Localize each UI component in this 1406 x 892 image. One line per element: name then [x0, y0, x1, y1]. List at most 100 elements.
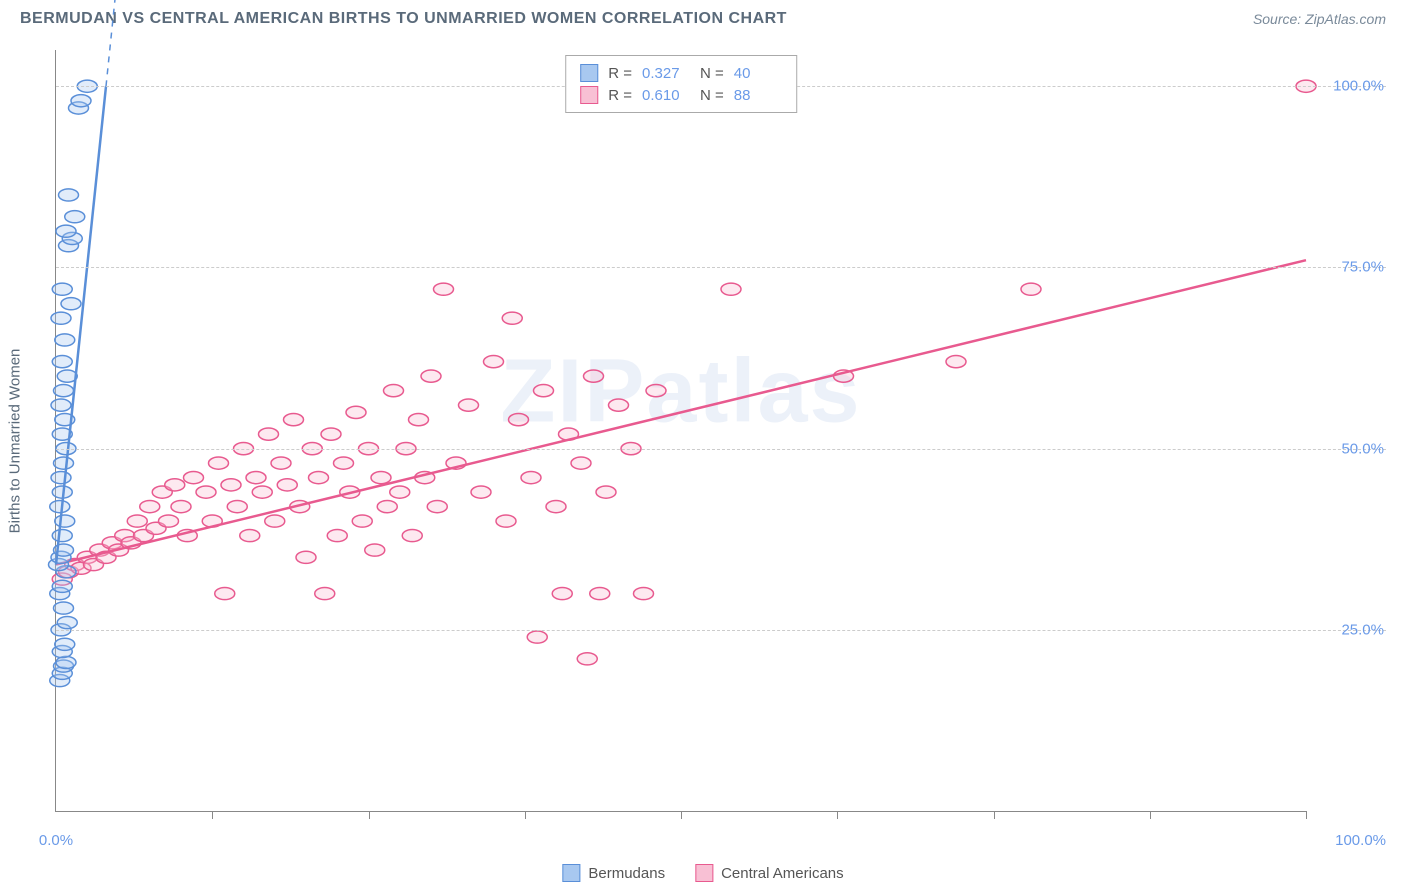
scatter-point-bermudan: [55, 334, 75, 346]
scatter-point-central: [371, 472, 391, 484]
scatter-point-bermudan: [52, 356, 72, 368]
scatter-point-central: [296, 551, 316, 563]
scatter-point-central: [496, 515, 516, 527]
scatter-point-bermudan: [56, 656, 76, 668]
r-value-central: 0.610: [642, 87, 690, 104]
scatter-point-central: [315, 587, 335, 599]
scatter-point-central: [459, 399, 479, 411]
source-attribution: Source: ZipAtlas.com: [1253, 11, 1386, 27]
r-label: R =: [608, 65, 632, 82]
scatter-point-central: [502, 312, 522, 324]
scatter-point-central: [259, 428, 279, 440]
scatter-point-bermudan: [52, 530, 72, 542]
gridline: [56, 449, 1386, 450]
scatter-point-central: [252, 486, 272, 498]
scatter-point-central: [246, 472, 266, 484]
legend-row-central: R = 0.610 N = 88: [580, 84, 782, 106]
scatter-point-central: [721, 283, 741, 295]
x-tick: [1306, 811, 1307, 819]
gridline: [56, 267, 1386, 268]
scatter-point-central: [171, 501, 191, 513]
y-tick-label: 50.0%: [1314, 440, 1384, 457]
scatter-point-central: [327, 530, 347, 542]
scatter-point-bermudan: [57, 616, 77, 628]
scatter-point-central: [209, 457, 229, 469]
chart-container: Births to Unmarried Women ZIPatlas R = 0…: [45, 50, 1386, 832]
scatter-point-bermudan: [51, 472, 71, 484]
x-axis-max-label: 100.0%: [1335, 832, 1386, 849]
y-tick-label: 100.0%: [1314, 78, 1384, 95]
plot-area: ZIPatlas R = 0.327 N = 40 R = 0.610 N = …: [55, 50, 1306, 812]
scatter-point-central: [527, 631, 547, 643]
scatter-point-bermudan: [61, 298, 81, 310]
scatter-point-central: [571, 457, 591, 469]
scatter-point-central: [159, 515, 179, 527]
scatter-point-central: [352, 515, 372, 527]
scatter-point-central: [265, 515, 285, 527]
scatter-point-central: [334, 457, 354, 469]
scatter-point-central: [552, 587, 572, 599]
scatter-point-bermudan: [56, 225, 76, 237]
swatch-central: [580, 86, 598, 104]
scatter-point-central: [377, 501, 397, 513]
scatter-point-central: [484, 356, 504, 368]
scatter-point-central: [402, 530, 422, 542]
plot-svg: [56, 50, 1306, 811]
scatter-point-central: [634, 587, 654, 599]
scatter-point-central: [184, 472, 204, 484]
scatter-point-bermudan: [54, 602, 74, 614]
scatter-point-central: [321, 428, 341, 440]
x-tick: [369, 811, 370, 819]
scatter-point-central: [240, 530, 260, 542]
chart-title: BERMUDAN VS CENTRAL AMERICAN BIRTHS TO U…: [20, 10, 787, 28]
scatter-point-central: [584, 370, 604, 382]
swatch-bermudans: [562, 864, 580, 882]
scatter-point-central: [390, 486, 410, 498]
scatter-point-central: [946, 356, 966, 368]
trend-line-bermudan: [56, 86, 106, 564]
n-label: N =: [700, 65, 724, 82]
legend-label-central: Central Americans: [721, 865, 844, 882]
correlation-legend: R = 0.327 N = 40 R = 0.610 N = 88: [565, 55, 797, 113]
n-value-central: 88: [734, 87, 782, 104]
scatter-point-bermudan: [51, 399, 71, 411]
swatch-central: [695, 864, 713, 882]
scatter-point-central: [309, 472, 329, 484]
series-legend: Bermudans Central Americans: [562, 864, 843, 882]
scatter-point-bermudan: [59, 189, 79, 201]
x-tick: [994, 811, 995, 819]
scatter-point-bermudan: [54, 385, 74, 397]
n-value-bermudans: 40: [734, 65, 782, 82]
scatter-point-bermudan: [54, 457, 74, 469]
legend-item-central: Central Americans: [695, 864, 844, 882]
scatter-point-central: [221, 479, 241, 491]
scatter-point-bermudan: [65, 211, 85, 223]
y-axis-label: Births to Unmarried Women: [7, 349, 24, 534]
scatter-point-central: [521, 472, 541, 484]
scatter-point-bermudan: [52, 580, 72, 592]
scatter-point-central: [546, 501, 566, 513]
scatter-point-central: [434, 283, 454, 295]
legend-label-bermudans: Bermudans: [588, 865, 665, 882]
x-tick: [212, 811, 213, 819]
scatter-point-central: [277, 479, 297, 491]
scatter-point-central: [215, 587, 235, 599]
scatter-point-central: [384, 385, 404, 397]
trend-line-central: [56, 260, 1306, 564]
r-value-bermudans: 0.327: [642, 65, 690, 82]
r-label: R =: [608, 87, 632, 104]
scatter-point-central: [421, 370, 441, 382]
scatter-point-central: [427, 501, 447, 513]
scatter-point-central: [471, 486, 491, 498]
x-axis-min-label: 0.0%: [39, 832, 73, 849]
scatter-point-central: [196, 486, 216, 498]
x-tick: [1150, 811, 1151, 819]
n-label: N =: [700, 87, 724, 104]
scatter-point-bermudan: [51, 312, 71, 324]
swatch-bermudans: [580, 64, 598, 82]
scatter-point-central: [365, 544, 385, 556]
scatter-point-central: [346, 406, 366, 418]
scatter-point-central: [284, 414, 304, 426]
scatter-point-central: [227, 501, 247, 513]
y-tick-label: 75.0%: [1314, 259, 1384, 276]
